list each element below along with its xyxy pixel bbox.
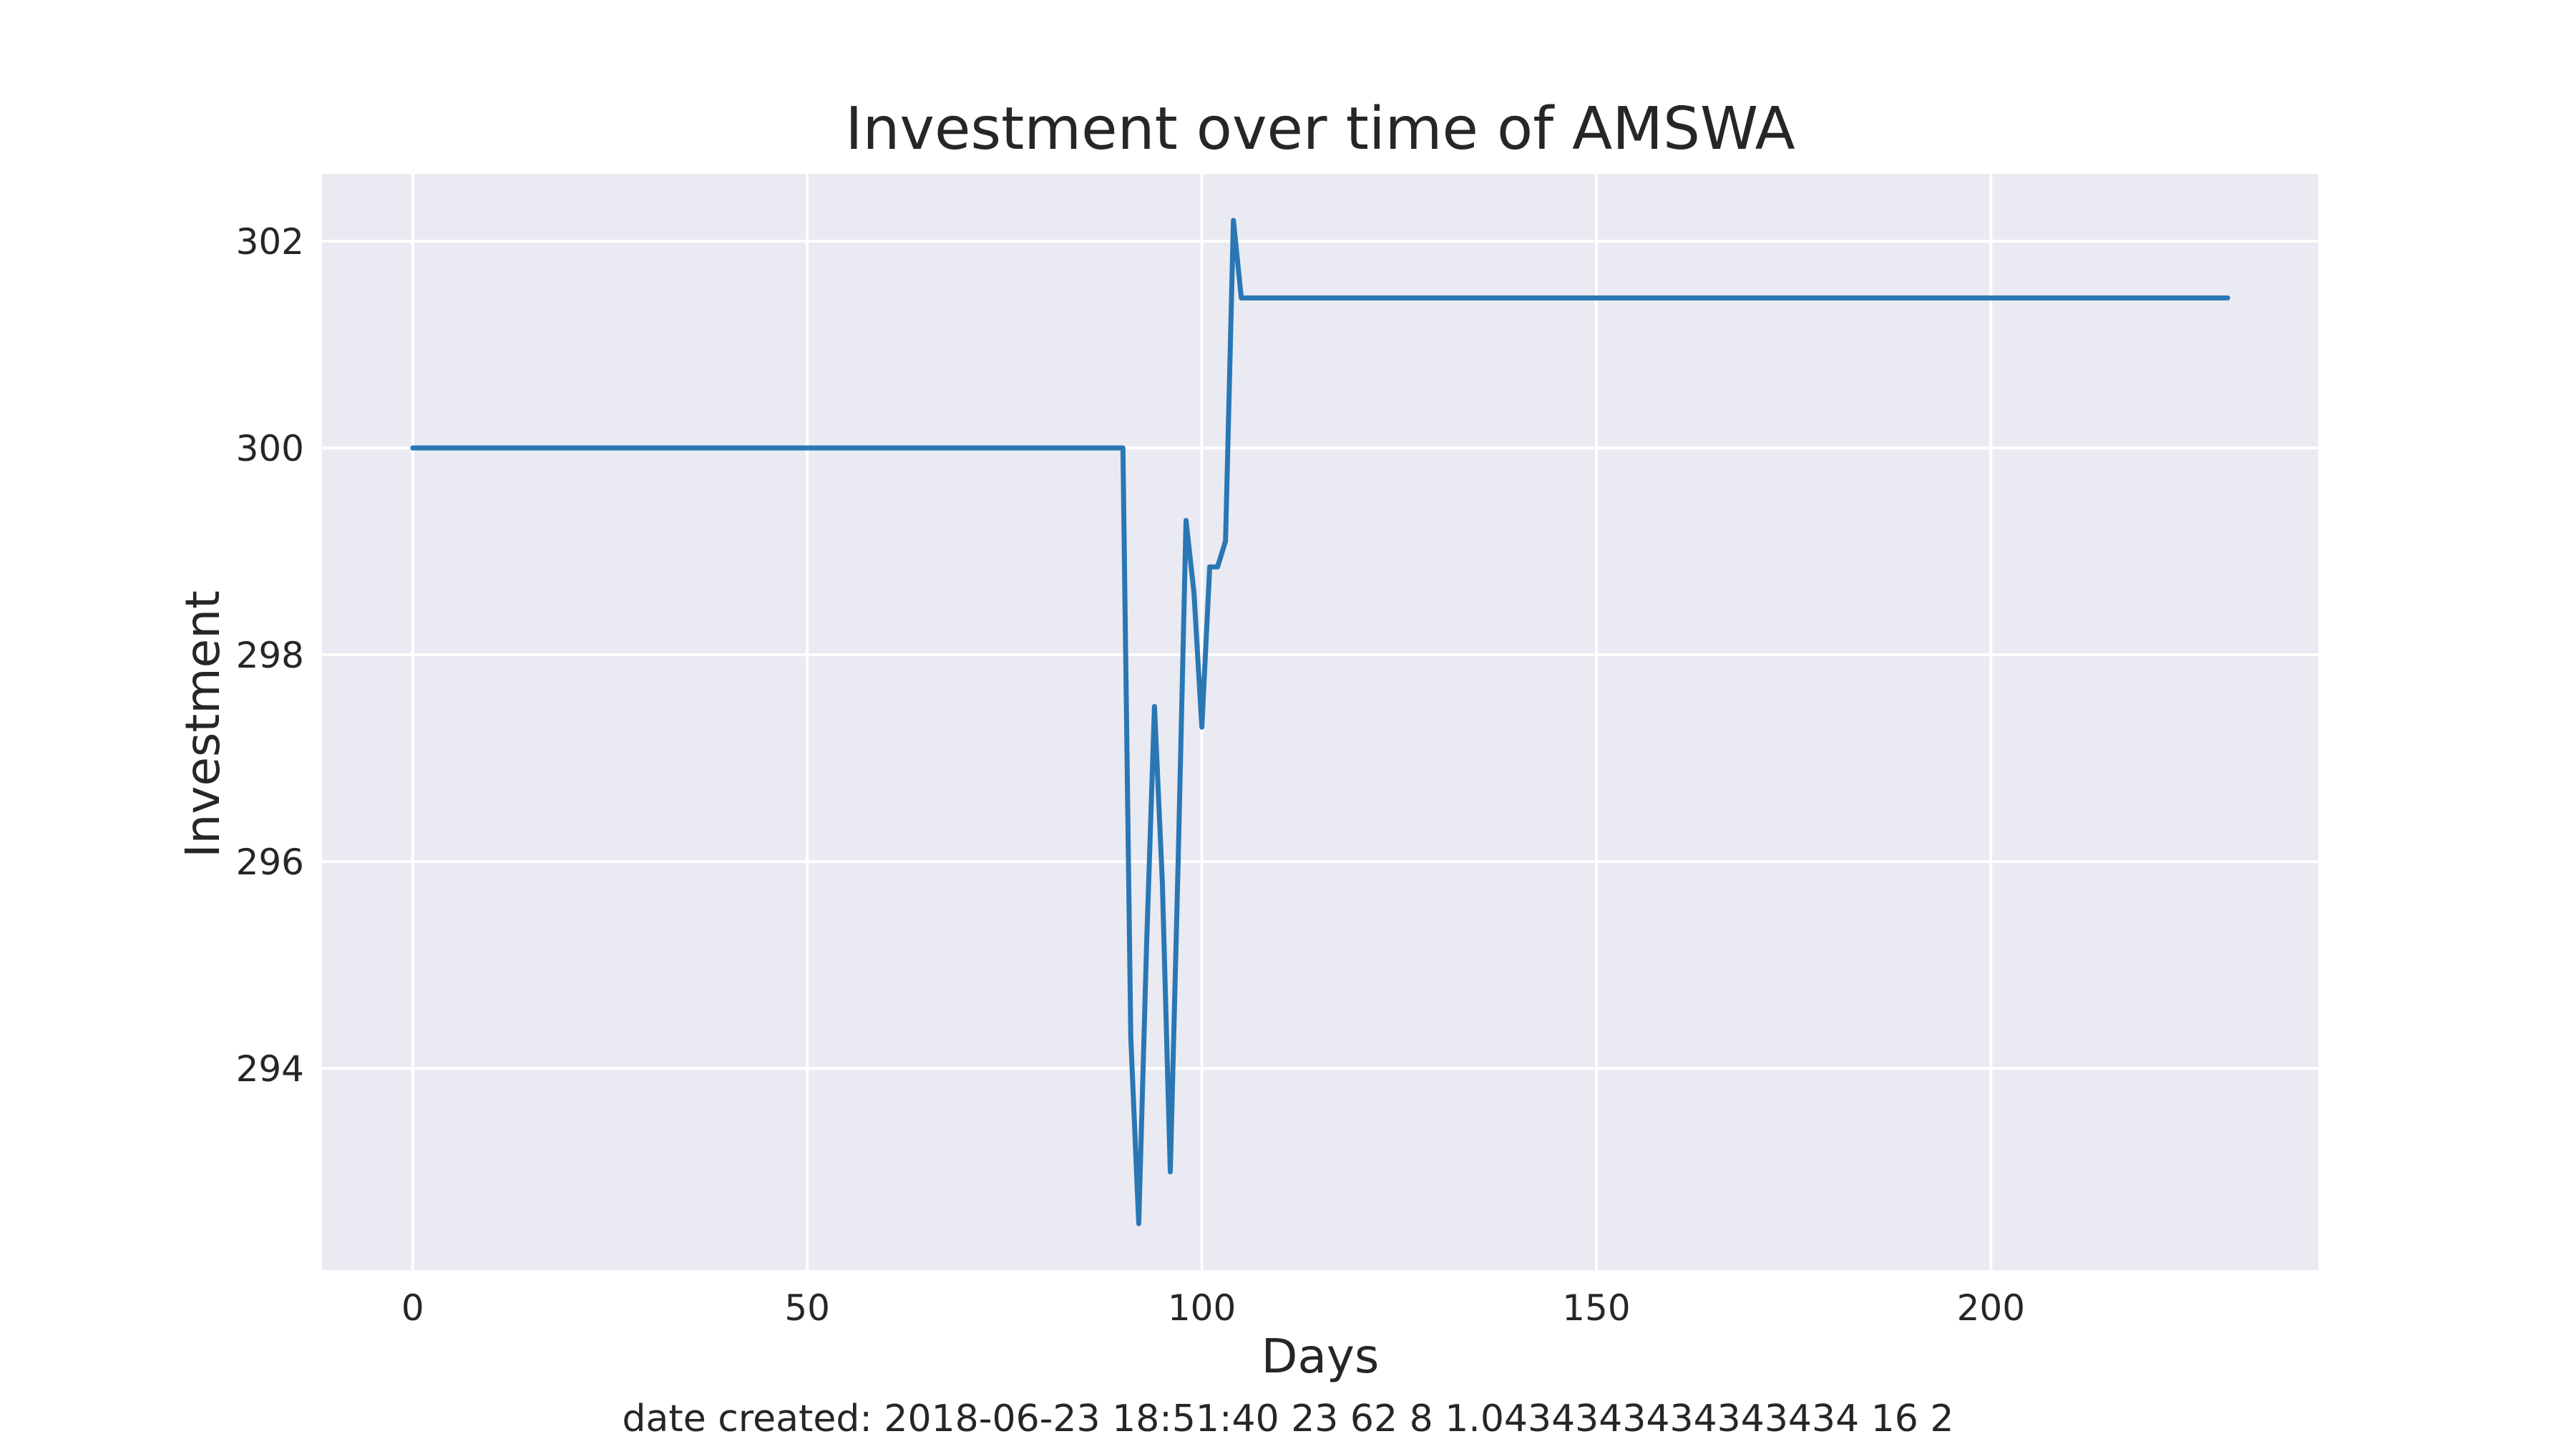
- y-axis-label: Investment: [175, 590, 230, 858]
- x-tick-labels: 0 50 100 150 200: [401, 1287, 2025, 1329]
- y-tick-labels: 294 296 298 300 302: [236, 221, 304, 1090]
- footer-text: date created: 2018-06-23 18:51:40 23 62 …: [623, 1397, 1954, 1440]
- x-tick-label: 100: [1168, 1287, 1236, 1329]
- y-tick-label: 302: [236, 221, 304, 263]
- x-tick-label: 150: [1562, 1287, 1630, 1329]
- series-layer: [410, 218, 2230, 1226]
- chart-title: Investment over time of AMSWA: [845, 95, 1795, 163]
- y-gridlines: [322, 239, 2318, 1070]
- y-tick-label: 300: [236, 428, 304, 469]
- x-tick-label: 0: [401, 1287, 424, 1329]
- x-tick-label: 200: [1957, 1287, 2025, 1329]
- y-tick-label: 296: [236, 841, 304, 883]
- x-tick-label: 50: [784, 1287, 830, 1329]
- y-tick-label: 298: [236, 635, 304, 676]
- series-line: [410, 218, 2230, 1226]
- x-axis-label: Days: [1262, 1329, 1380, 1384]
- plot-area: [322, 174, 2318, 1270]
- y-tick-label: 294: [236, 1048, 304, 1090]
